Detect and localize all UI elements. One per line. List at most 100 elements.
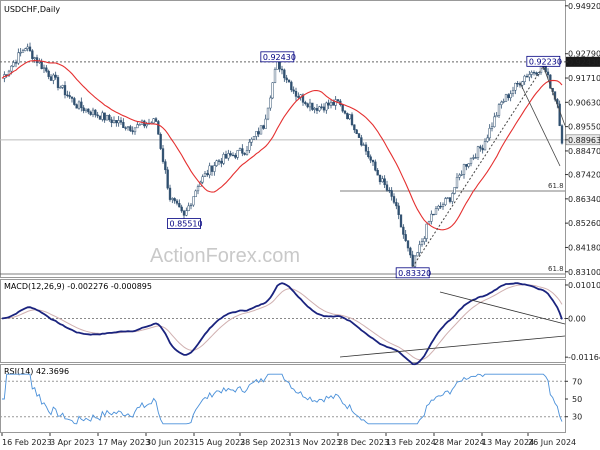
price-annotation-label: 0.92430 bbox=[263, 53, 296, 62]
price-chart-title: USDCHF,Daily bbox=[4, 5, 60, 14]
candle-body bbox=[500, 101, 503, 105]
candle-body bbox=[185, 210, 188, 216]
candle-body bbox=[250, 138, 253, 143]
candle-body bbox=[52, 74, 55, 81]
candle-body bbox=[434, 208, 438, 215]
candle-body bbox=[397, 205, 400, 215]
candle-body bbox=[523, 75, 526, 82]
candle-body bbox=[35, 57, 39, 63]
candle-body bbox=[80, 101, 83, 109]
candle-body bbox=[133, 127, 137, 133]
candle-body bbox=[28, 46, 32, 51]
candle-body bbox=[546, 71, 550, 76]
x-tick-label: 15 Aug 2023 bbox=[194, 438, 245, 447]
candle-body bbox=[124, 127, 127, 129]
candle-body bbox=[521, 81, 524, 86]
candle-body bbox=[362, 144, 365, 146]
price-annotation-box bbox=[167, 218, 201, 229]
candle-body bbox=[514, 83, 517, 91]
candle-body bbox=[168, 187, 172, 200]
candle-body bbox=[138, 124, 141, 126]
candle-body bbox=[287, 79, 291, 83]
x-tick-label: 3 Apr 2023 bbox=[50, 438, 94, 447]
candle-body bbox=[486, 137, 489, 142]
candle-body bbox=[446, 197, 449, 199]
candle-body bbox=[75, 104, 78, 109]
candle-body bbox=[558, 103, 561, 126]
candle-body bbox=[201, 176, 204, 183]
candle-body bbox=[136, 124, 139, 129]
candle-body bbox=[182, 210, 186, 216]
candle-body bbox=[502, 100, 505, 103]
candle-body bbox=[17, 52, 20, 64]
candle-body bbox=[290, 81, 293, 91]
candle-body bbox=[194, 190, 197, 198]
candle-body bbox=[227, 153, 230, 159]
candle-body bbox=[360, 137, 363, 146]
candle-body bbox=[14, 62, 18, 64]
candle-body bbox=[322, 106, 326, 111]
macd-series-group bbox=[0, 282, 566, 366]
candle-body bbox=[180, 206, 183, 212]
x-tick-label: 28 Dec 2023 bbox=[338, 438, 389, 447]
candle-body bbox=[213, 165, 216, 172]
x-tick-label: 26 Jun 2024 bbox=[528, 438, 576, 447]
x-tick-label: 16 Feb 2023 bbox=[2, 438, 52, 447]
candle-body bbox=[63, 85, 67, 96]
candle-body bbox=[458, 174, 461, 178]
price-annotation-label: 0.92230 bbox=[529, 57, 562, 66]
candle-body bbox=[535, 72, 538, 75]
candle-body bbox=[313, 108, 316, 110]
candle-body bbox=[206, 173, 209, 176]
candle-body bbox=[383, 178, 386, 186]
price-tick-label: 0.87420 bbox=[568, 171, 600, 180]
candle-body bbox=[40, 61, 43, 69]
candle-body bbox=[31, 50, 34, 59]
candle-body bbox=[220, 160, 223, 164]
candle-body bbox=[378, 174, 382, 183]
candle-body bbox=[26, 46, 29, 49]
macd-tick-label: 0.010101 bbox=[568, 281, 600, 290]
price-tick-label: 0.88963 bbox=[568, 136, 600, 145]
candle-body bbox=[528, 74, 531, 78]
candle-body bbox=[462, 164, 466, 175]
candle-body bbox=[210, 165, 214, 172]
price-tick-label: 0.84180 bbox=[568, 243, 600, 252]
candle-body bbox=[285, 77, 288, 81]
candle-body bbox=[234, 154, 237, 158]
candle-body bbox=[117, 120, 120, 124]
x-tick-label: 13 Feb 2024 bbox=[386, 438, 436, 447]
candle-body bbox=[238, 148, 242, 151]
candle-body bbox=[418, 244, 421, 254]
candle-body bbox=[441, 204, 445, 207]
price-tick-label: 0.92430 bbox=[568, 58, 600, 67]
rsi-series-group bbox=[0, 373, 565, 425]
candle-body bbox=[301, 94, 305, 103]
candle-body bbox=[411, 254, 414, 267]
candle-body bbox=[255, 131, 258, 137]
candle-body bbox=[259, 125, 263, 135]
candle-body bbox=[108, 115, 111, 121]
candle-body bbox=[47, 70, 50, 77]
candle-body bbox=[236, 150, 239, 158]
candle-body bbox=[413, 255, 417, 267]
rsi-tick-label: 70 bbox=[572, 377, 582, 386]
candle-body bbox=[460, 174, 463, 176]
channel-bottom bbox=[519, 82, 561, 167]
candle-body bbox=[10, 65, 13, 72]
candle-body bbox=[112, 120, 116, 124]
candle-body bbox=[89, 111, 92, 115]
candle-body bbox=[145, 124, 148, 127]
candle-body bbox=[432, 213, 435, 216]
candle-body bbox=[245, 150, 249, 155]
candle-body bbox=[437, 205, 440, 209]
candle-body bbox=[157, 121, 160, 135]
candle-body bbox=[348, 114, 351, 120]
candle-body bbox=[21, 50, 25, 53]
candle-body bbox=[294, 91, 298, 97]
candle-body bbox=[154, 118, 158, 122]
candle-body bbox=[257, 131, 260, 135]
rsi-tick-label: 50 bbox=[572, 395, 582, 404]
candle-body bbox=[12, 62, 15, 67]
candle-body bbox=[509, 93, 512, 99]
